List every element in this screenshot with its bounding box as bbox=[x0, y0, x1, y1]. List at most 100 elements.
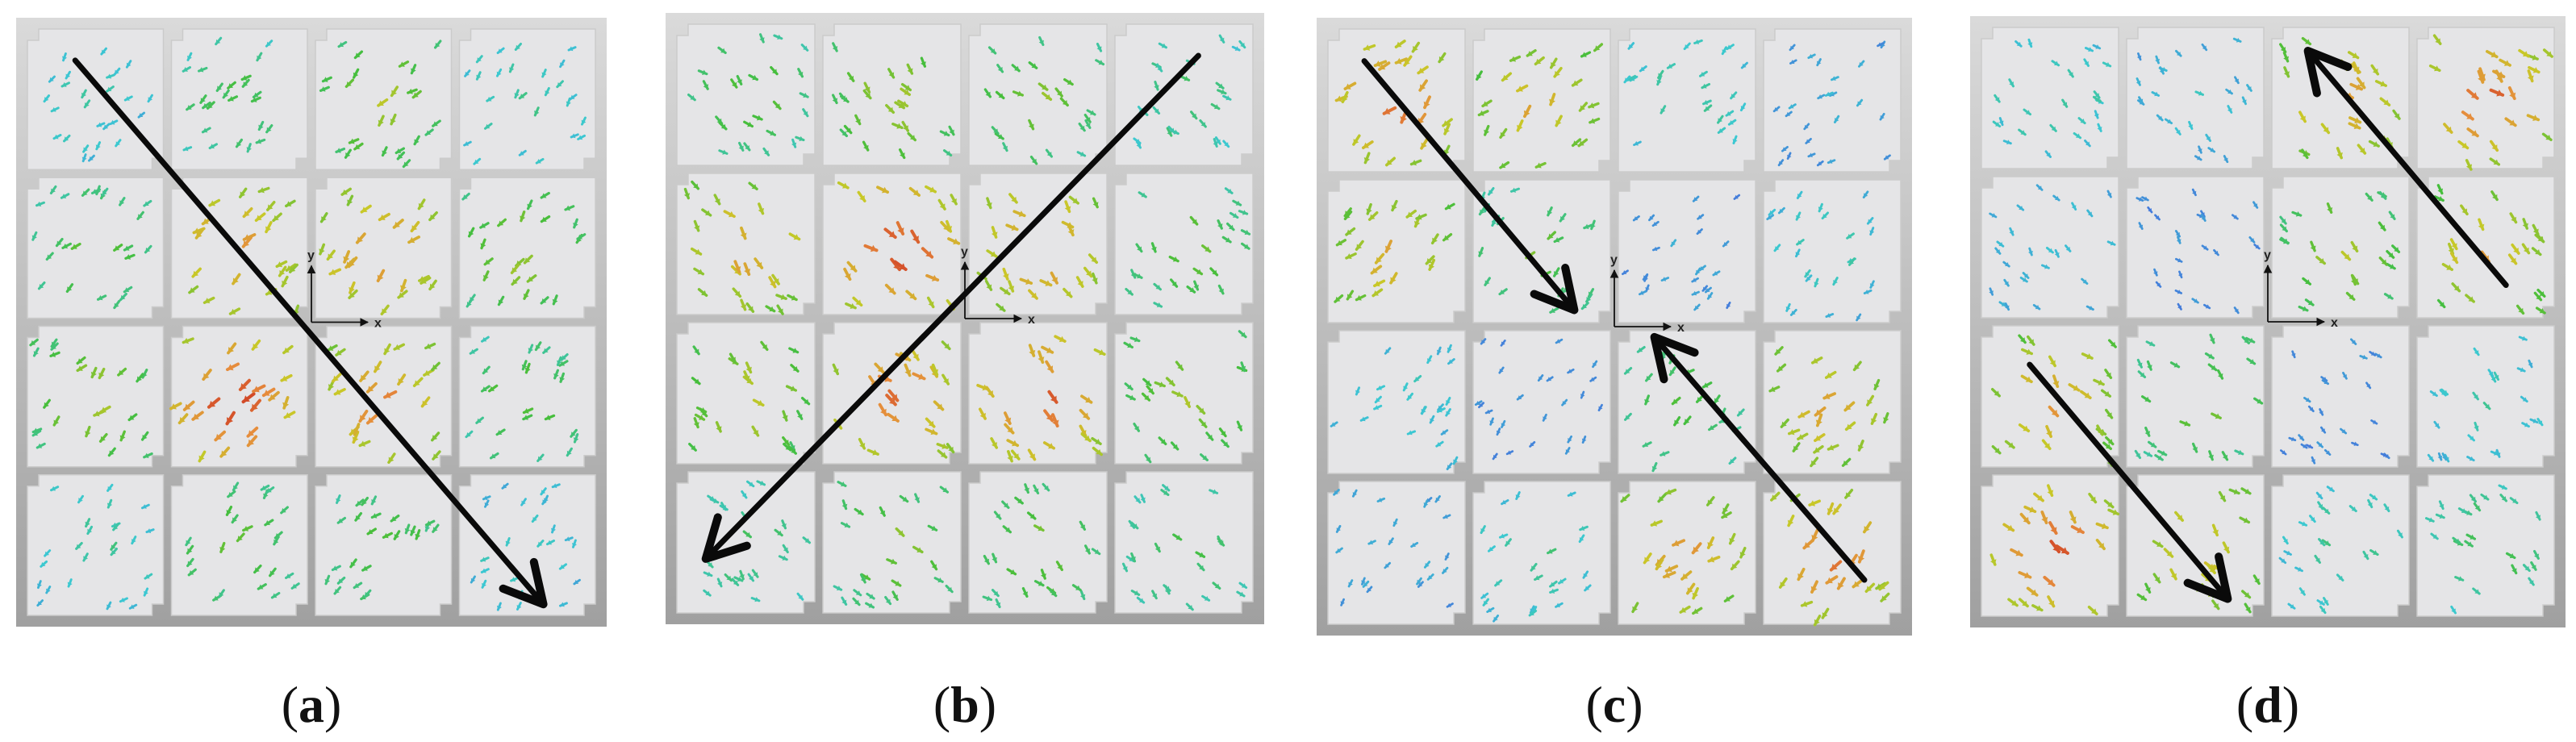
current-arrow bbox=[124, 253, 136, 260]
unit-cell-patch bbox=[822, 471, 962, 614]
current-arrow bbox=[1780, 418, 1789, 428]
current-arrow bbox=[2307, 405, 2315, 413]
current-arrow bbox=[1481, 99, 1493, 108]
current-arrow bbox=[282, 344, 294, 355]
unit-cell-patch bbox=[2416, 27, 2555, 169]
current-arrow bbox=[464, 69, 471, 77]
current-arrow bbox=[1683, 415, 1692, 426]
current-arrow bbox=[1807, 152, 1816, 158]
current-arrow bbox=[2138, 96, 2144, 105]
current-arrow bbox=[2515, 304, 2525, 315]
y-axis-label: y bbox=[307, 249, 315, 263]
current-arrow bbox=[560, 352, 569, 361]
current-arrow bbox=[1043, 409, 1054, 423]
current-arrow bbox=[863, 81, 871, 94]
current-arrows bbox=[29, 338, 153, 459]
current-arrow bbox=[535, 157, 545, 165]
current-arrow bbox=[2441, 452, 2448, 461]
current-arrow bbox=[257, 583, 267, 590]
current-arrow bbox=[354, 511, 363, 522]
current-arrow bbox=[2071, 202, 2077, 211]
current-arrow bbox=[2336, 573, 2344, 582]
current-arrow bbox=[2095, 522, 2109, 530]
unit-cell-r4c2 bbox=[2126, 474, 2265, 617]
unit-cell-r2c1 bbox=[676, 173, 816, 315]
current-arrow bbox=[214, 430, 227, 442]
current-arrow bbox=[2460, 204, 2469, 216]
current-arrow bbox=[1792, 442, 1801, 452]
current-arrow bbox=[694, 413, 706, 421]
current-arrow bbox=[2052, 374, 2060, 389]
current-arrow bbox=[862, 140, 870, 152]
current-arrow bbox=[1238, 40, 1246, 49]
current-arrow bbox=[2040, 264, 2050, 269]
current-arrow bbox=[1222, 94, 1232, 101]
current-arrow bbox=[1487, 186, 1495, 196]
current-arrow bbox=[2027, 38, 2033, 48]
caption-letter: b bbox=[950, 676, 979, 733]
current-arrow bbox=[896, 221, 905, 236]
current-arrow bbox=[202, 296, 215, 304]
current-arrow bbox=[983, 88, 992, 98]
current-arrow bbox=[1067, 223, 1075, 237]
current-arrow bbox=[732, 287, 742, 298]
current-arrow bbox=[2279, 238, 2290, 244]
current-arrow bbox=[2138, 222, 2144, 231]
unit-cell-patch bbox=[1114, 471, 1254, 614]
current-arrow bbox=[2473, 347, 2480, 356]
current-arrow bbox=[1446, 602, 1454, 608]
current-arrow bbox=[1856, 98, 1864, 107]
current-arrow bbox=[1704, 286, 1712, 294]
current-arrow bbox=[1452, 456, 1459, 465]
current-arrow bbox=[99, 405, 111, 414]
current-arrow bbox=[1241, 242, 1250, 250]
unit-cell-patch bbox=[170, 474, 308, 616]
current-arrow bbox=[995, 90, 1005, 100]
current-arrow bbox=[1797, 410, 1810, 419]
current-arrow bbox=[1042, 91, 1053, 102]
coordinate-axes: xy bbox=[1609, 253, 1685, 335]
current-arrow bbox=[703, 571, 713, 577]
current-arrow bbox=[1549, 57, 1558, 69]
current-arrow bbox=[985, 386, 995, 398]
current-arrow bbox=[1373, 279, 1386, 288]
current-arrow bbox=[736, 74, 743, 85]
current-arrow bbox=[1866, 217, 1874, 225]
current-arrow bbox=[1014, 496, 1024, 505]
current-arrow bbox=[1770, 491, 1781, 502]
current-arrow bbox=[2303, 397, 2311, 403]
current-arrow bbox=[1555, 338, 1564, 344]
current-arrow bbox=[1844, 421, 1856, 431]
current-arrow bbox=[497, 218, 507, 227]
current-arrow bbox=[1170, 441, 1179, 451]
current-arrow bbox=[1857, 440, 1864, 452]
current-arrow bbox=[2487, 369, 2495, 377]
current-arrow bbox=[1002, 142, 1008, 152]
current-arrow bbox=[2201, 43, 2208, 52]
current-arrow bbox=[1785, 110, 1793, 118]
current-arrow bbox=[365, 381, 378, 394]
current-arrow bbox=[2200, 214, 2207, 222]
current-arrow bbox=[182, 337, 194, 344]
current-arrow bbox=[800, 396, 811, 406]
unit-cell-r2c4 bbox=[458, 177, 596, 319]
current-arrow bbox=[346, 194, 354, 206]
current-arrow bbox=[1810, 580, 1818, 594]
current-arrow bbox=[1198, 418, 1208, 428]
current-arrow bbox=[1334, 294, 1344, 303]
unit-cell-patch bbox=[315, 28, 453, 170]
current-arrow bbox=[1816, 160, 1824, 167]
current-arrow bbox=[398, 60, 410, 68]
current-arrow bbox=[948, 125, 955, 136]
current-arrow bbox=[1221, 236, 1232, 244]
current-arrow bbox=[2088, 492, 2098, 504]
current-arrow bbox=[891, 579, 902, 587]
current-arrow bbox=[1474, 400, 1483, 406]
current-arrow bbox=[225, 506, 233, 516]
unit-cell-patch bbox=[1472, 330, 1611, 474]
current-arrow bbox=[573, 218, 578, 229]
current-arrow bbox=[2350, 338, 2357, 345]
current-arrow bbox=[887, 412, 900, 423]
current-arrow bbox=[776, 304, 784, 315]
current-arrow bbox=[1789, 308, 1797, 316]
